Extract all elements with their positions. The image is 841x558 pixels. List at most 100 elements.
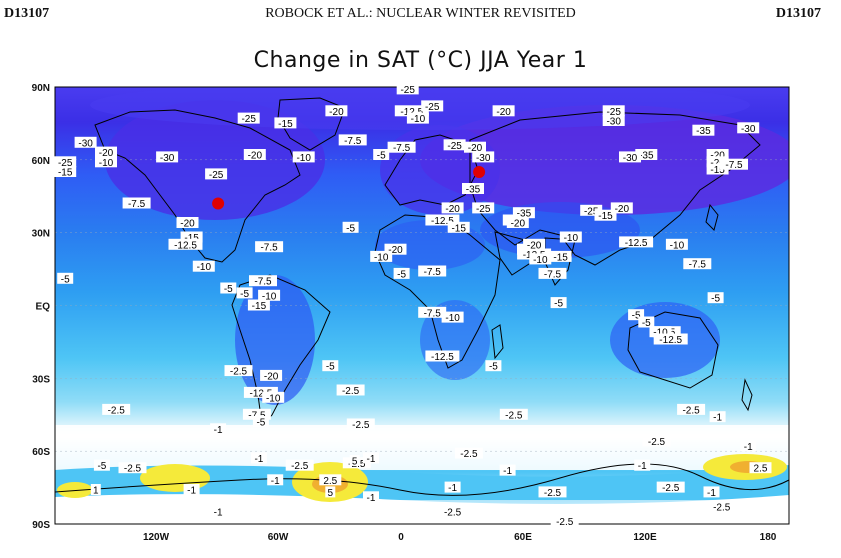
contour-label-text: -15 (451, 223, 466, 234)
contour-label-text: -10 (266, 393, 281, 404)
lat-tick-90n: 90N (32, 83, 50, 94)
contour-label: -10 (559, 231, 582, 244)
contour-label: -5 (373, 149, 390, 162)
contour-label-text: -20 (496, 107, 511, 118)
contour-label-text: -20 (264, 371, 279, 382)
contour-label-text: -10 (445, 313, 460, 324)
contour-label-text: -10 (197, 262, 212, 273)
contour-label: -2.5 (642, 435, 671, 448)
contour-label: -20 (243, 149, 266, 162)
contour-label-text: -1 (214, 507, 223, 518)
contour-label: -2.5 (499, 408, 528, 421)
contour-label: -20 (610, 202, 633, 215)
contour-label-text: -15 (278, 119, 293, 130)
contour-label-text: -30 (606, 117, 621, 128)
contour-label: -30 (74, 136, 97, 149)
lat-tick-eq: EQ (36, 302, 51, 313)
contour-label: -20 (492, 105, 515, 118)
contour-label: -2.5 (538, 486, 567, 499)
contour-label-text: -2.5 (291, 461, 309, 472)
contour-label: -5 (93, 459, 110, 472)
contour-label-text: -7.5 (393, 143, 411, 154)
contour-label-text: -1 (503, 466, 512, 477)
contour-label: -35 (635, 149, 658, 162)
contour-label: -10 (441, 311, 464, 324)
contour-label: -30 (472, 151, 495, 164)
contour-label-text: -5 (240, 289, 249, 300)
contour-label-text: -1 (254, 454, 263, 465)
contour-label-text: -5 (711, 294, 720, 305)
header-right-code: D13107 (775, 6, 821, 21)
contour-label: -1 (703, 486, 720, 499)
contour-label-text: -1 (744, 442, 753, 453)
contour-label: -25 (396, 83, 419, 96)
contour-label: 5 (325, 486, 336, 499)
contour-label-text: -15 (710, 165, 725, 176)
antarctica-coast (55, 463, 789, 496)
contour-label-text: -7.5 (725, 160, 743, 171)
contour-label-text: -1 (367, 454, 376, 465)
contour-label: 1 (90, 484, 101, 497)
contour-label: -2.5 (336, 384, 365, 397)
contour-label-text: 5 (328, 488, 334, 499)
contour-label-text: -10 (653, 328, 668, 339)
australia-outline (627, 311, 719, 389)
arabia-outline (494, 231, 533, 276)
new-zealand-outline (741, 378, 753, 412)
contour-label: -2.5 (707, 501, 736, 514)
contour-labels: -25-20 -12.5 -25-10-20 -25-30-25 -15-35 -30-3… (54, 83, 772, 528)
contour-label: -1 (634, 459, 651, 472)
lon-tick-0: 0 (398, 532, 404, 543)
contour-label: -12.5 (425, 350, 460, 363)
contour-label: -20 (706, 149, 729, 162)
map-frame (54, 86, 790, 525)
contour-label: -5 (485, 360, 502, 373)
contour-label-text: -20 (445, 204, 460, 215)
contour-label-text: -20 (99, 148, 114, 159)
contour-label: -2.5 (656, 481, 685, 494)
contour-label-text: -12.5 (659, 335, 682, 346)
contour-label-text: -2.5 (230, 367, 248, 378)
contour-label: -2.5 (346, 418, 375, 431)
contour-label: -7.5 (242, 408, 271, 421)
contour-label-text: -7.5 (544, 269, 562, 280)
contour-label: -7.5 (720, 158, 748, 171)
contour-label: -5 (638, 316, 655, 329)
contour-label-text: -2.5 (444, 507, 462, 518)
contour-label: -7.5 (683, 258, 712, 271)
contour-label-text: -2.5 (108, 405, 126, 416)
contour-label-text: 2.5 (323, 476, 337, 487)
contour-label-text: -30 (160, 153, 175, 164)
contour-label: -2.5 (102, 403, 131, 416)
contour-label-text: -10 (296, 153, 311, 164)
contour-label: -5 (393, 267, 410, 280)
contour-label-text: -20 (527, 240, 542, 251)
japan-outline (705, 203, 719, 231)
contour-label-text: -35 (639, 151, 654, 162)
contour-label-text: -15 (598, 211, 613, 222)
contour-label-text: -12.5 (431, 216, 454, 227)
contour-label: -15 (54, 166, 77, 179)
contour-label-text: -5 (554, 299, 563, 310)
contour-label-text: -7.5 (344, 136, 362, 147)
contour-label: -10 (95, 156, 117, 169)
contour-label: -15 (594, 209, 617, 222)
contour-label: -20 (95, 146, 117, 159)
contour-label-text: -7.5 (260, 243, 278, 254)
location-marker-dot (473, 166, 486, 178)
contour-label-text: -20 (710, 151, 725, 162)
contour-label-text: -2.5 (662, 483, 680, 494)
contour-label-text: -12.5 (625, 238, 648, 249)
contour-label: -25 (205, 168, 228, 181)
graticule (55, 159, 789, 452)
contour-label-text: -7.5 (248, 410, 266, 421)
contour-label-text: 1 (93, 486, 99, 497)
contour-label: -20 (325, 105, 348, 118)
contour-label: -5 (342, 221, 359, 234)
longitude-axis: 120W 60W 0 60E 120E 180 (143, 532, 777, 543)
contour-label: -20 (506, 217, 529, 230)
contour-label: -25 (443, 139, 466, 152)
contour-label: -2.5 (550, 515, 579, 528)
contour-label-text: -30 (78, 138, 93, 149)
contour-label-text: -5 (97, 461, 106, 472)
